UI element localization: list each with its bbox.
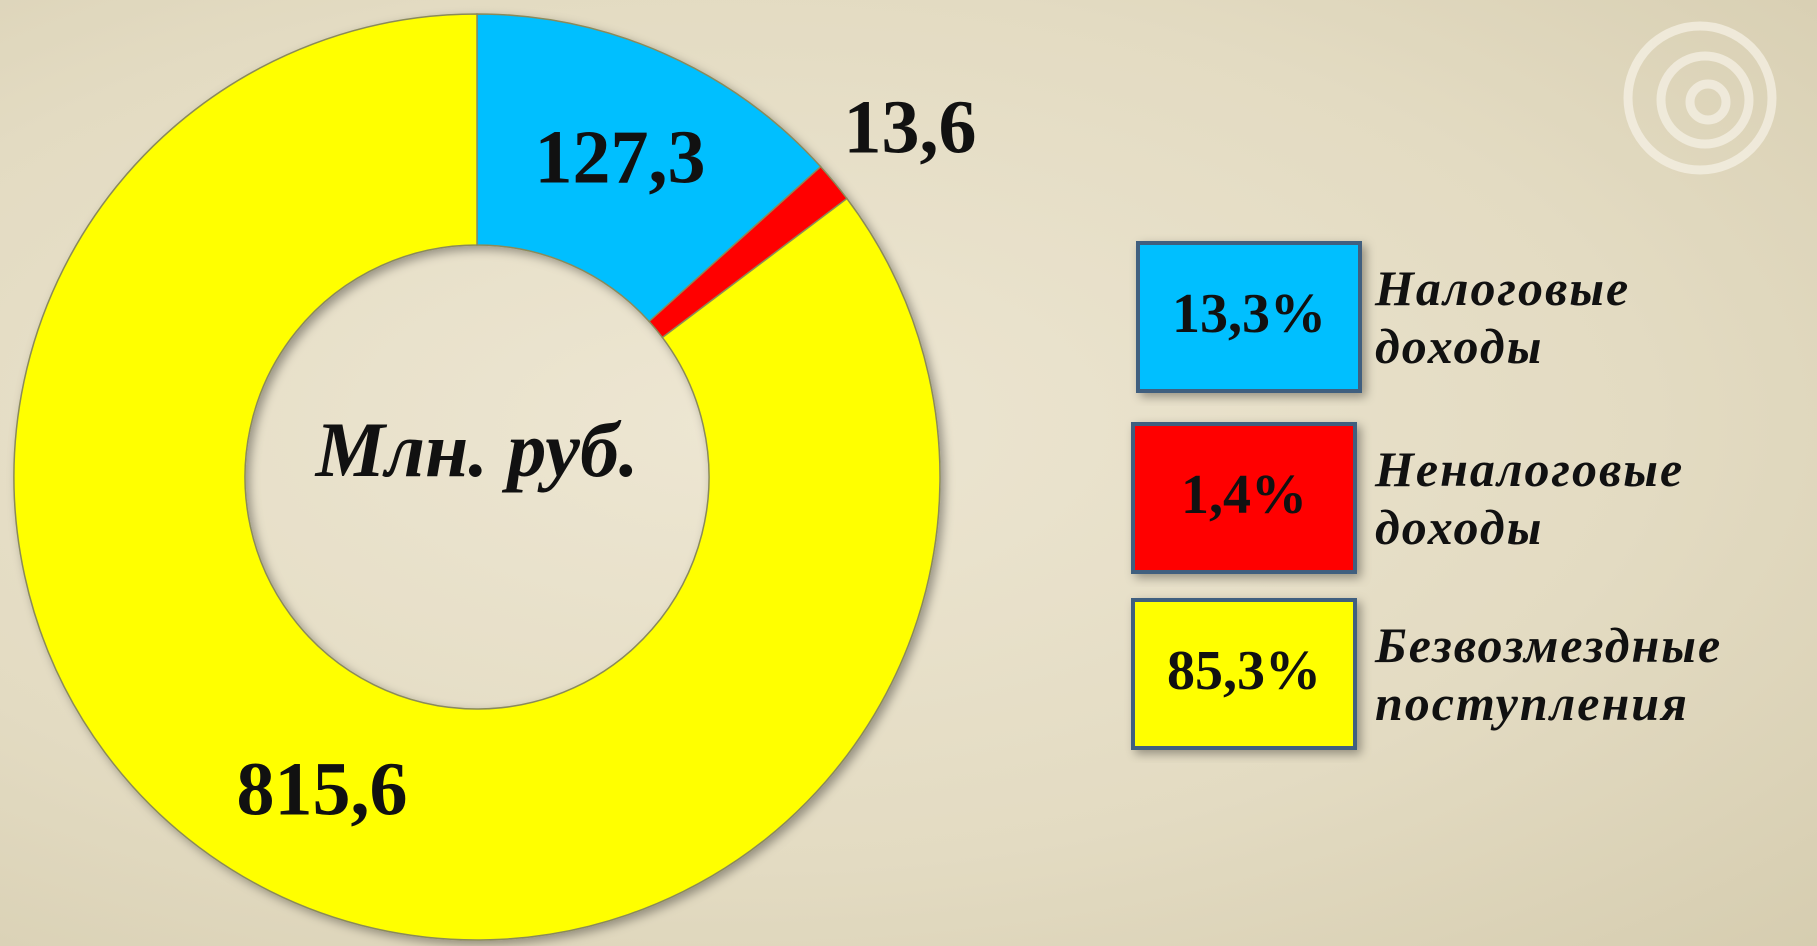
legend-swatch xyxy=(1136,241,1362,393)
decoration xyxy=(1623,21,1777,175)
legend-label: Неналоговые доходы xyxy=(1375,441,1685,555)
value-label: 815,6 xyxy=(237,747,408,831)
legend-swatch xyxy=(1131,598,1357,750)
legend-percentage: 85,3% xyxy=(1167,640,1321,702)
donut-slice xyxy=(13,13,941,941)
donut-slice xyxy=(476,13,822,323)
center-label: Млн. руб. xyxy=(314,406,639,493)
value-label: 127,3 xyxy=(535,115,706,199)
legend-label: Безвозмездные поступления xyxy=(1375,617,1723,731)
legend-percentage: 1,4% xyxy=(1181,464,1307,526)
value-label: 13,6 xyxy=(844,85,977,169)
legend-percentage: 13,3% xyxy=(1172,283,1326,345)
legend-swatch xyxy=(1131,422,1357,574)
legend-label: Налоговые доходы xyxy=(1375,260,1631,374)
